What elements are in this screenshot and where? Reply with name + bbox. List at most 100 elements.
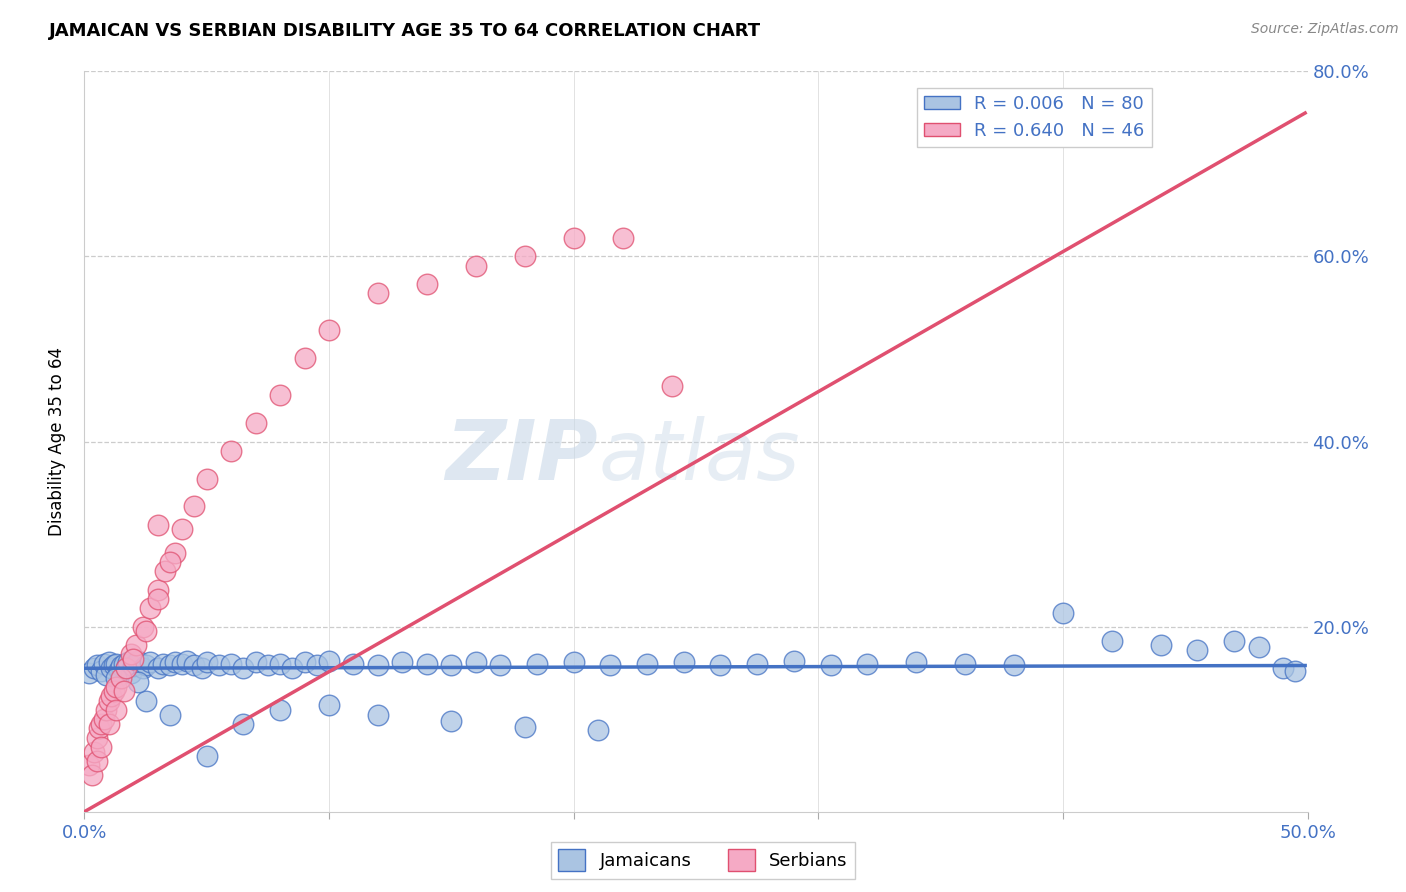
Point: [305, 658, 328, 673]
Point: [245, 416, 267, 430]
Point: [269, 703, 291, 717]
Point: [132, 619, 155, 633]
Point: [612, 231, 634, 245]
Point: [1272, 661, 1295, 675]
Point: [562, 655, 585, 669]
Point: [905, 655, 928, 669]
Point: [513, 250, 536, 264]
Point: [820, 658, 842, 673]
Point: [132, 661, 155, 675]
Point: [636, 657, 658, 671]
Point: [86, 731, 108, 745]
Point: [103, 658, 125, 673]
Point: [747, 657, 769, 671]
Point: [586, 723, 609, 738]
Point: [294, 655, 316, 669]
Point: [953, 657, 976, 671]
Point: [146, 591, 169, 606]
Point: [661, 379, 683, 393]
Point: [1187, 642, 1209, 657]
Point: [1052, 606, 1074, 620]
Point: [86, 754, 108, 768]
Point: [127, 675, 149, 690]
Point: [127, 654, 149, 668]
Point: [856, 657, 879, 671]
Point: [105, 703, 128, 717]
Point: [77, 758, 100, 772]
Point: [172, 657, 194, 671]
Point: [176, 654, 198, 668]
Point: [318, 698, 340, 713]
Point: [139, 655, 162, 669]
Point: [367, 658, 389, 673]
Point: [526, 657, 548, 671]
Point: [391, 655, 413, 669]
Point: [90, 739, 112, 754]
Point: [440, 714, 463, 728]
Point: [90, 664, 112, 678]
Point: [183, 658, 205, 673]
Point: [219, 443, 242, 458]
Point: [489, 658, 512, 673]
Point: [100, 661, 122, 675]
Point: [115, 661, 138, 675]
Point: [195, 749, 218, 764]
Point: [80, 767, 103, 781]
Point: [367, 286, 389, 301]
Point: [122, 652, 145, 666]
Point: [440, 658, 463, 673]
Point: [464, 259, 486, 273]
Point: [783, 654, 806, 668]
Point: [120, 648, 142, 662]
Point: [195, 655, 218, 669]
Point: [83, 661, 105, 675]
Point: [172, 523, 194, 537]
Point: [709, 658, 731, 673]
Point: [96, 703, 118, 717]
Point: [318, 654, 340, 668]
Point: [112, 657, 135, 671]
Point: [97, 694, 120, 708]
Point: [97, 655, 120, 669]
Point: [367, 707, 389, 722]
Y-axis label: Disability Age 35 to 64: Disability Age 35 to 64: [48, 347, 66, 536]
Text: ZIP: ZIP: [446, 416, 598, 497]
Point: [342, 657, 364, 671]
Point: [77, 665, 100, 680]
Point: [163, 655, 186, 669]
Point: [103, 684, 125, 698]
Text: atlas: atlas: [598, 416, 800, 497]
Point: [208, 658, 231, 673]
Point: [86, 658, 108, 673]
Point: [146, 582, 169, 597]
Point: [245, 655, 267, 669]
Point: [269, 657, 291, 671]
Point: [100, 689, 122, 703]
Point: [191, 661, 214, 675]
Point: [183, 500, 205, 514]
Point: [163, 545, 186, 560]
Point: [105, 671, 128, 685]
Point: [1284, 664, 1306, 678]
Point: [562, 231, 585, 245]
Point: [513, 720, 536, 734]
Point: [110, 659, 132, 673]
Point: [120, 665, 142, 680]
Point: [105, 657, 128, 671]
Point: [135, 694, 157, 708]
Legend: R = 0.006   N = 80, R = 0.640   N = 46: R = 0.006 N = 80, R = 0.640 N = 46: [917, 87, 1152, 147]
Point: [219, 657, 242, 671]
Point: [416, 277, 439, 292]
Point: [1150, 638, 1173, 652]
Point: [159, 555, 181, 569]
Legend: Jamaicans, Serbians: Jamaicans, Serbians: [551, 842, 855, 879]
Point: [110, 671, 132, 685]
Point: [105, 680, 128, 694]
Point: [257, 658, 280, 673]
Point: [1002, 658, 1025, 673]
Point: [152, 657, 174, 671]
Text: JAMAICAN VS SERBIAN DISABILITY AGE 35 TO 64 CORRELATION CHART: JAMAICAN VS SERBIAN DISABILITY AGE 35 TO…: [49, 22, 761, 40]
Point: [96, 667, 118, 681]
Point: [146, 517, 169, 532]
Point: [294, 351, 316, 366]
